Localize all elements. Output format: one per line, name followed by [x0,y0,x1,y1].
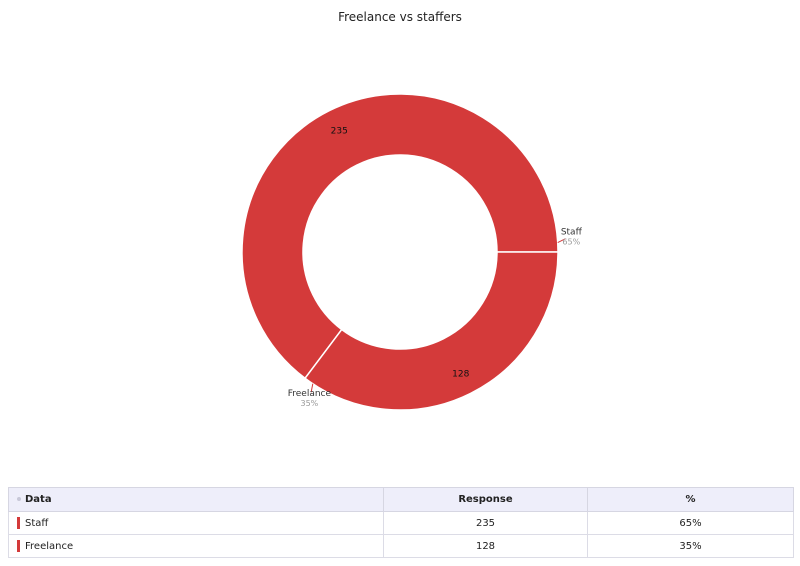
sort-icon [17,497,21,501]
slice-value-label: 235 [331,126,348,136]
row-percent: 65% [587,511,794,535]
slice-name-label: Freelance [288,389,332,399]
row-response: 235 [383,511,588,535]
leader-line [310,383,314,393]
leader-line [557,238,566,243]
slice-freelance[interactable] [303,251,559,411]
chart-title: Freelance vs staffers [338,10,462,24]
slice-value-label: 128 [452,370,469,380]
table-row: Staff 235 65% [8,511,794,535]
header-response[interactable]: Response [383,487,588,512]
slice-percent-label: 65% [562,238,580,247]
slice-name-label: Staff [561,228,583,238]
legend-swatch [17,517,20,529]
header-data[interactable]: Data [8,487,384,512]
row-label: Freelance [8,534,384,558]
table-header-row: Data Response % [8,487,794,512]
row-percent: 35% [587,534,794,558]
table-row: Freelance 128 35% [8,534,794,558]
row-label: Staff [8,511,384,535]
legend-swatch [17,540,20,552]
header-percent[interactable]: % [587,487,794,512]
slice-percent-label: 35% [301,399,319,408]
slice-staff[interactable] [241,93,559,380]
data-table: Data Response % Staff 235 65% Freelance … [8,487,794,558]
row-response: 128 [383,534,588,558]
